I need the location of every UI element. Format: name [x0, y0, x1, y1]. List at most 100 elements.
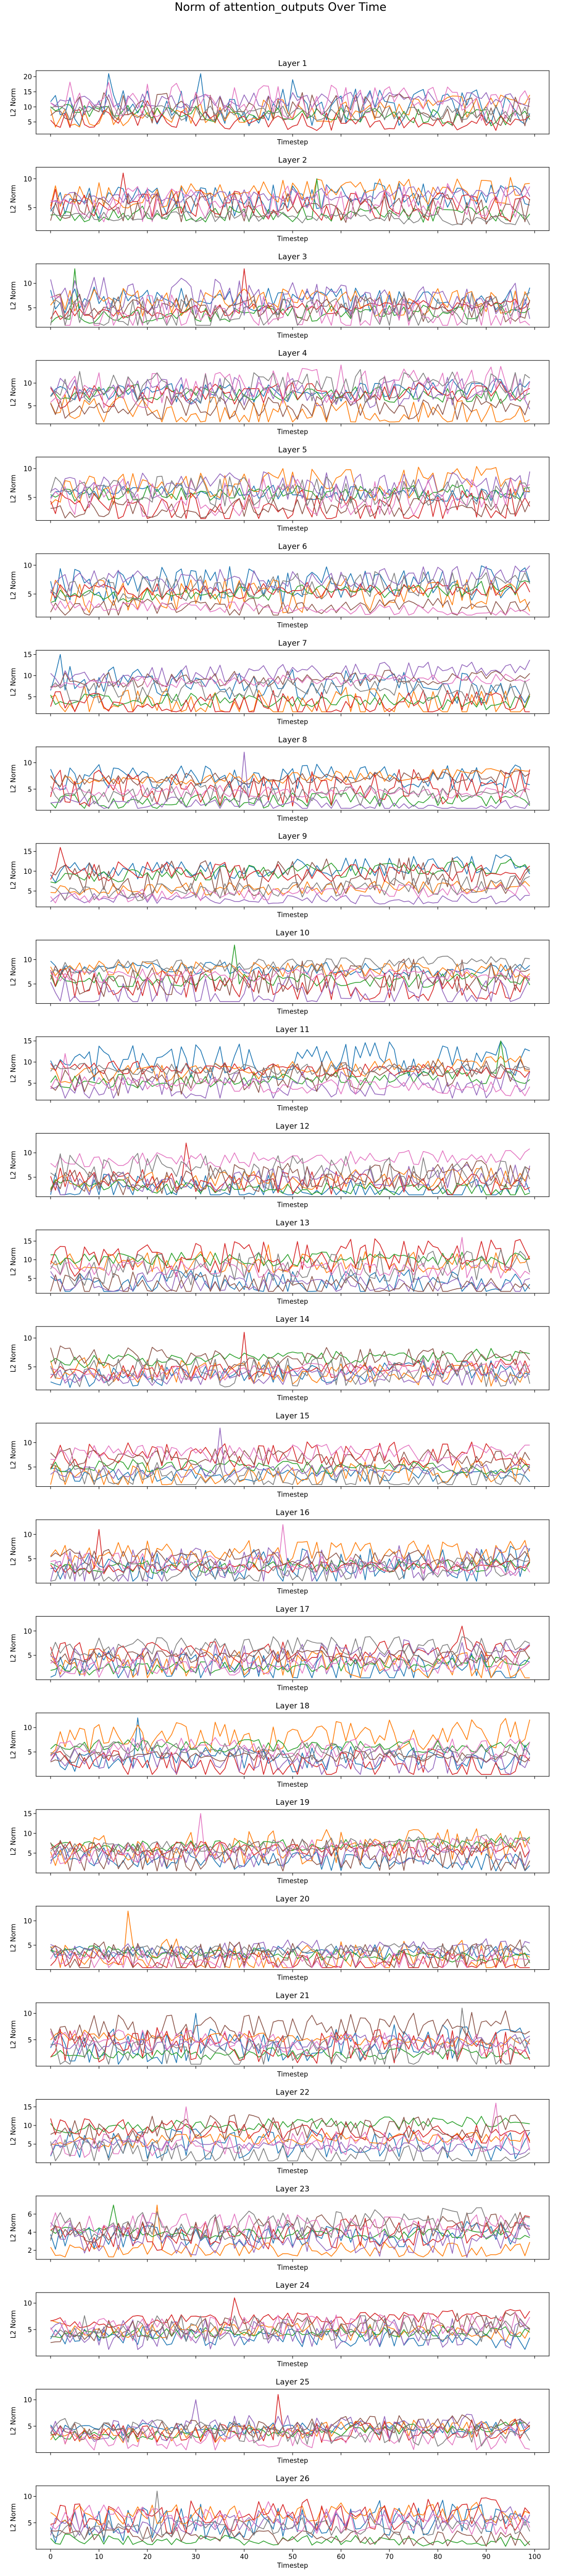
series-line-6 — [50, 1447, 531, 1470]
subplot-layer-8: Layer 8 5 10 Timestep L2 Norm — [10, 735, 550, 823]
series-line-7 — [50, 2501, 531, 2535]
series-line-4 — [50, 2215, 530, 2252]
series-line-1 — [50, 960, 530, 978]
series-line-3 — [50, 2116, 530, 2134]
series-line-7 — [50, 2312, 531, 2341]
y-tick-label: 5 — [28, 205, 32, 212]
series-line-1 — [50, 378, 530, 404]
y-tick-label: 5 — [28, 2423, 32, 2431]
series-line-4 — [50, 1142, 530, 1195]
subplot-layer-25: Layer 25 5 10 Timestep L2 Norm — [10, 2378, 550, 2465]
y-axis-label: L2 Norm — [10, 88, 18, 117]
series-group — [50, 1427, 531, 1485]
series-line-4 — [50, 847, 530, 883]
subplot-title: Layer 3 — [278, 252, 307, 261]
series-line-8 — [50, 2007, 531, 2065]
y-tick-label: 10 — [23, 1531, 32, 1539]
subplot-title: Layer 22 — [276, 2087, 310, 2097]
series-line-8 — [50, 1943, 530, 1957]
subplot-layer-17: Layer 17 5 10 Timestep L2 Norm — [10, 1604, 550, 1692]
series-line-5 — [50, 277, 531, 319]
subplot-title: Layer 26 — [276, 2474, 310, 2483]
subplot-title: Layer 12 — [276, 1121, 310, 1131]
series-line-1 — [50, 763, 530, 790]
series-line-3 — [50, 2047, 530, 2060]
series-line-3 — [50, 1558, 531, 1574]
y-axis-label: L2 Norm — [10, 2503, 18, 2532]
y-tick-label: 15 — [23, 849, 32, 856]
series-line-7 — [50, 1524, 531, 1576]
series-line-7 — [50, 1148, 530, 1169]
series-line-6 — [50, 1271, 530, 1292]
series-line-5 — [50, 1427, 531, 1479]
x-axis-label: Timestep — [277, 2264, 308, 2272]
series-line-8 — [50, 105, 531, 121]
y-tick-label: 10 — [23, 176, 32, 184]
series-line-6 — [50, 1548, 531, 1568]
subplot-layer-2: Layer 2 5 10 Timestep L2 Norm — [10, 155, 550, 243]
x-axis-label: Timestep — [277, 139, 308, 146]
y-axis-label: L2 Norm — [10, 1441, 18, 1469]
series-line-8 — [50, 1834, 530, 1856]
subplot-title: Layer 25 — [276, 2378, 310, 2387]
subplot-title: Layer 1 — [278, 59, 307, 68]
y-tick-label: 5 — [28, 1364, 32, 1371]
x-tick-label: 10 — [95, 2553, 104, 2561]
y-tick-label: 10 — [23, 2122, 32, 2130]
series-line-6 — [50, 2312, 530, 2343]
series-line-5 — [50, 1070, 531, 1099]
series-line-8 — [50, 677, 531, 704]
series-line-1 — [50, 1847, 530, 1872]
series-group — [50, 1332, 531, 1388]
y-tick-label: 5 — [28, 1652, 32, 1660]
y-axis-label: L2 Norm — [10, 2117, 18, 2145]
y-tick-label: 5 — [28, 1556, 32, 1564]
y-axis-label: L2 Norm — [10, 1151, 18, 1179]
axes-frame — [36, 553, 550, 618]
y-axis-label: L2 Norm — [10, 765, 18, 793]
x-axis-label: Timestep — [277, 1008, 308, 1016]
series-line-8 — [50, 292, 530, 326]
series-line-2 — [50, 2131, 531, 2149]
axes-frame — [36, 1519, 550, 1584]
y-tick-label: 5 — [28, 786, 32, 794]
y-axis-label: L2 Norm — [10, 668, 18, 696]
series-line-3 — [50, 1459, 530, 1475]
y-tick-label: 15 — [23, 1238, 32, 1246]
y-tick-label: 10 — [23, 280, 32, 288]
y-tick-label: 10 — [23, 1257, 32, 1265]
series-line-5 — [50, 1164, 531, 1195]
x-tick-label: 70 — [385, 2553, 394, 2561]
series-line-4 — [50, 1238, 531, 1277]
subplot-layer-11: Layer 11 5 10 15 Timestep L2 Norm — [10, 1025, 550, 1112]
x-axis-label: Timestep — [277, 2167, 308, 2175]
x-tick-label: 80 — [434, 2553, 443, 2561]
series-line-5 — [50, 566, 530, 593]
series-line-6 — [50, 597, 531, 616]
subplot-title: Layer 15 — [276, 1411, 310, 1421]
y-tick-label: 10 — [23, 466, 32, 473]
subplot-title: Layer 19 — [276, 1798, 310, 1807]
series-line-7 — [50, 882, 531, 904]
x-tick-label: 20 — [143, 2553, 152, 2561]
y-tick-label: 6 — [28, 2211, 32, 2219]
series-line-6 — [50, 857, 530, 899]
series-line-7 — [50, 294, 530, 326]
series-line-1 — [50, 2500, 530, 2543]
subplot-title: Layer 20 — [276, 1894, 310, 1904]
series-group — [50, 1040, 531, 1099]
series-line-8 — [50, 1062, 530, 1076]
y-tick-label: 10 — [23, 2494, 32, 2501]
series-line-8 — [50, 475, 531, 508]
x-axis-label: Timestep — [277, 1105, 308, 1112]
series-line-5 — [50, 1639, 530, 1678]
series-line-8 — [50, 1636, 530, 1658]
series-line-3 — [50, 2534, 530, 2547]
series-line-7 — [50, 1053, 531, 1096]
series-line-6 — [50, 395, 531, 420]
series-line-2 — [50, 1244, 530, 1274]
x-axis-label: Timestep — [277, 2562, 308, 2570]
series-group — [50, 172, 531, 226]
x-axis-label: Timestep — [277, 1684, 308, 1692]
y-tick-label: 2 — [28, 2247, 32, 2255]
